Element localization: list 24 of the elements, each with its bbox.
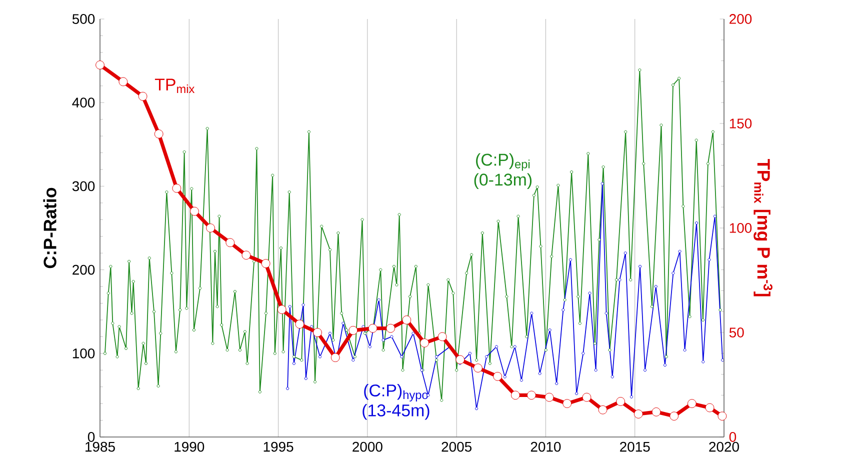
x-tick-label: 1990	[174, 442, 204, 452]
x-tick-label: 2015	[620, 442, 650, 452]
y-tick-label: 0	[88, 432, 95, 442]
y-tick-label: 200	[72, 264, 95, 275]
x-tick-label: 1995	[264, 442, 294, 452]
y2-tick-label: 150	[730, 118, 752, 128]
y-tick-label: 400	[72, 98, 95, 108]
series-label: (C:P)$_{hypo}$ (13-45m)	[362, 384, 430, 420]
series-label: (C:P)$_{epi}$ (0-13m)	[474, 153, 532, 189]
x-tick-label: 2020	[709, 442, 739, 452]
y-tick-label: 100	[72, 348, 95, 358]
y-tick-label: 300	[72, 181, 95, 192]
y-axis-title: C:P-Ratio	[43, 188, 56, 268]
x-tick-label: 1985	[86, 442, 115, 452]
y2-tick-label: 50	[729, 328, 744, 338]
y2-tick-label: 0	[729, 432, 736, 442]
y2-tick-label: 200	[730, 14, 752, 24]
y2-axis-title: TP$_{mix}$ [mg P m$^{-3}$]	[754, 159, 772, 296]
x-tick-label: 2000	[352, 442, 382, 452]
y-tick-label: 500	[72, 14, 95, 24]
series-label: TP$_{mix}$	[154, 78, 195, 94]
x-tick-label: 2005	[442, 442, 472, 452]
y2-tick-label: 100	[730, 223, 752, 233]
x-tick-label: 2010	[530, 442, 561, 452]
